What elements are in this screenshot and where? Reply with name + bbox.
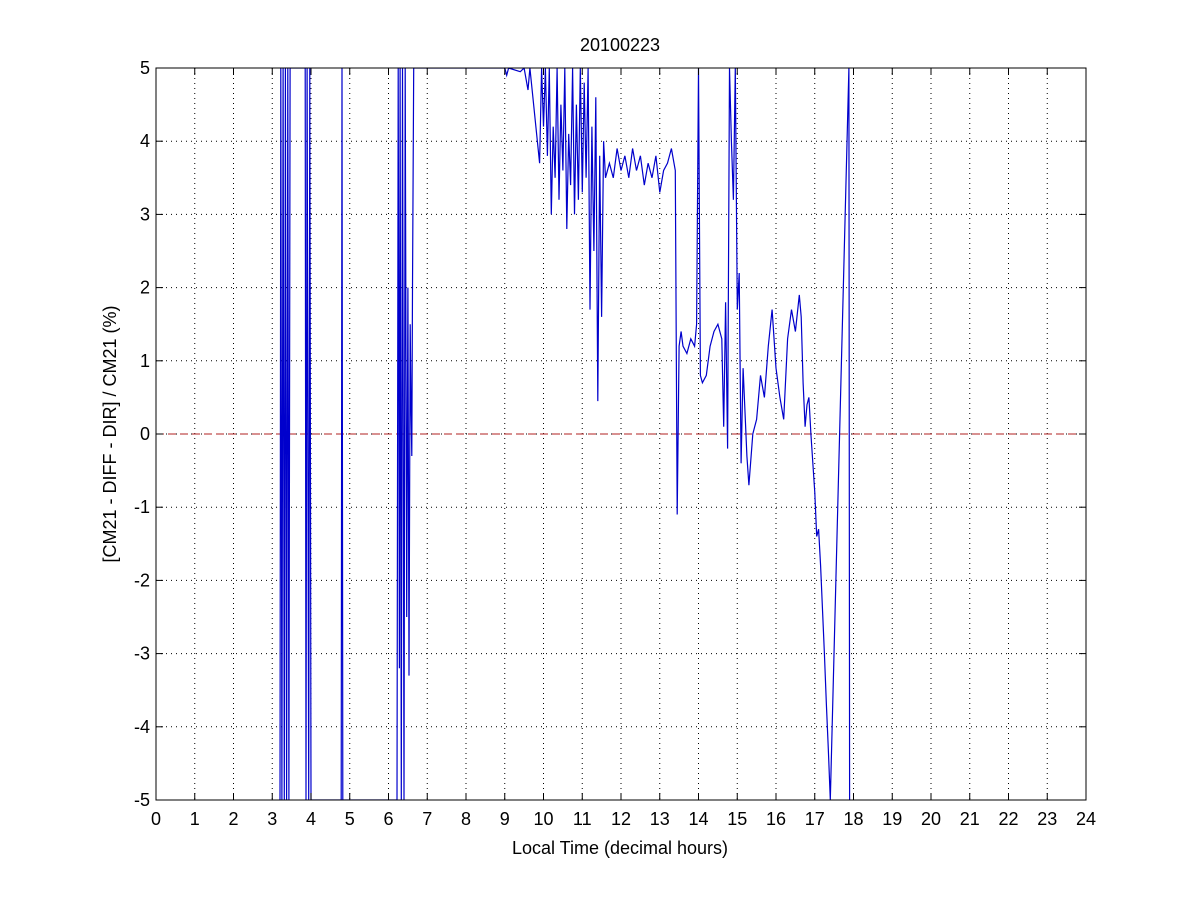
x-tick-label: 20 [921, 809, 941, 829]
y-tick-label: 5 [140, 58, 150, 78]
series-layer [279, 68, 851, 800]
y-tick-label: -5 [134, 790, 150, 810]
x-tick-labels: 0 1 2 3 4 5 6 7 8 9 10 11 12 13 14 15 16 17 18 19 20 21 22 23 24 [151, 809, 1096, 829]
x-tick-label: 5 [345, 809, 355, 829]
x-tick-label: 11 [573, 809, 592, 829]
x-tick-label: 17 [805, 809, 825, 829]
y-tick-label: 2 [140, 278, 150, 298]
chart-title: 20100223 [580, 35, 660, 55]
x-tick-label: 24 [1076, 809, 1096, 829]
x-tick-label: 13 [650, 809, 670, 829]
x-tick-label: 19 [882, 809, 902, 829]
y-tick-label: -2 [134, 570, 150, 590]
y-tick-label: 4 [140, 131, 150, 151]
x-tick-label: 12 [611, 809, 631, 829]
y-tick-labels: -5 -4 -3 -2 -1 0 1 2 3 4 5 [134, 58, 150, 810]
y-tick-label: -4 [134, 717, 150, 737]
y-tick-label: 0 [140, 424, 150, 444]
y-axis-label: [CM21 - DIFF - DIR] / CM21 (%) [100, 305, 120, 562]
x-tick-label: 2 [228, 809, 238, 829]
x-axis-label: Local Time (decimal hours) [512, 838, 728, 858]
y-tick-label: 3 [140, 204, 150, 224]
x-tick-label: 23 [1037, 809, 1057, 829]
x-tick-label: 22 [998, 809, 1018, 829]
x-tick-label: 7 [422, 809, 432, 829]
x-tick-label: 21 [960, 809, 980, 829]
x-tick-label: 8 [461, 809, 471, 829]
x-tick-label: 16 [766, 809, 786, 829]
x-tick-label: 1 [190, 809, 200, 829]
x-tick-label: 9 [500, 809, 510, 829]
y-tick-label: 1 [140, 351, 150, 371]
plot-area: 0 1 2 3 4 5 6 7 8 9 10 11 12 13 14 15 16 17 18 19 20 21 22 23 24… [134, 58, 1096, 829]
x-tick-label: 15 [727, 809, 747, 829]
x-tick-label: 0 [151, 809, 161, 829]
x-tick-label: 3 [267, 809, 277, 829]
x-tick-label: 18 [843, 809, 863, 829]
series-line-0 [279, 68, 851, 800]
y-tick-label: -1 [134, 497, 150, 517]
x-tick-label: 6 [383, 809, 393, 829]
x-tick-label: 4 [306, 809, 316, 829]
y-tick-label: -3 [134, 644, 150, 664]
tick-marks [155, 67, 1087, 801]
x-tick-label: 10 [533, 809, 553, 829]
x-tick-label: 14 [688, 809, 708, 829]
